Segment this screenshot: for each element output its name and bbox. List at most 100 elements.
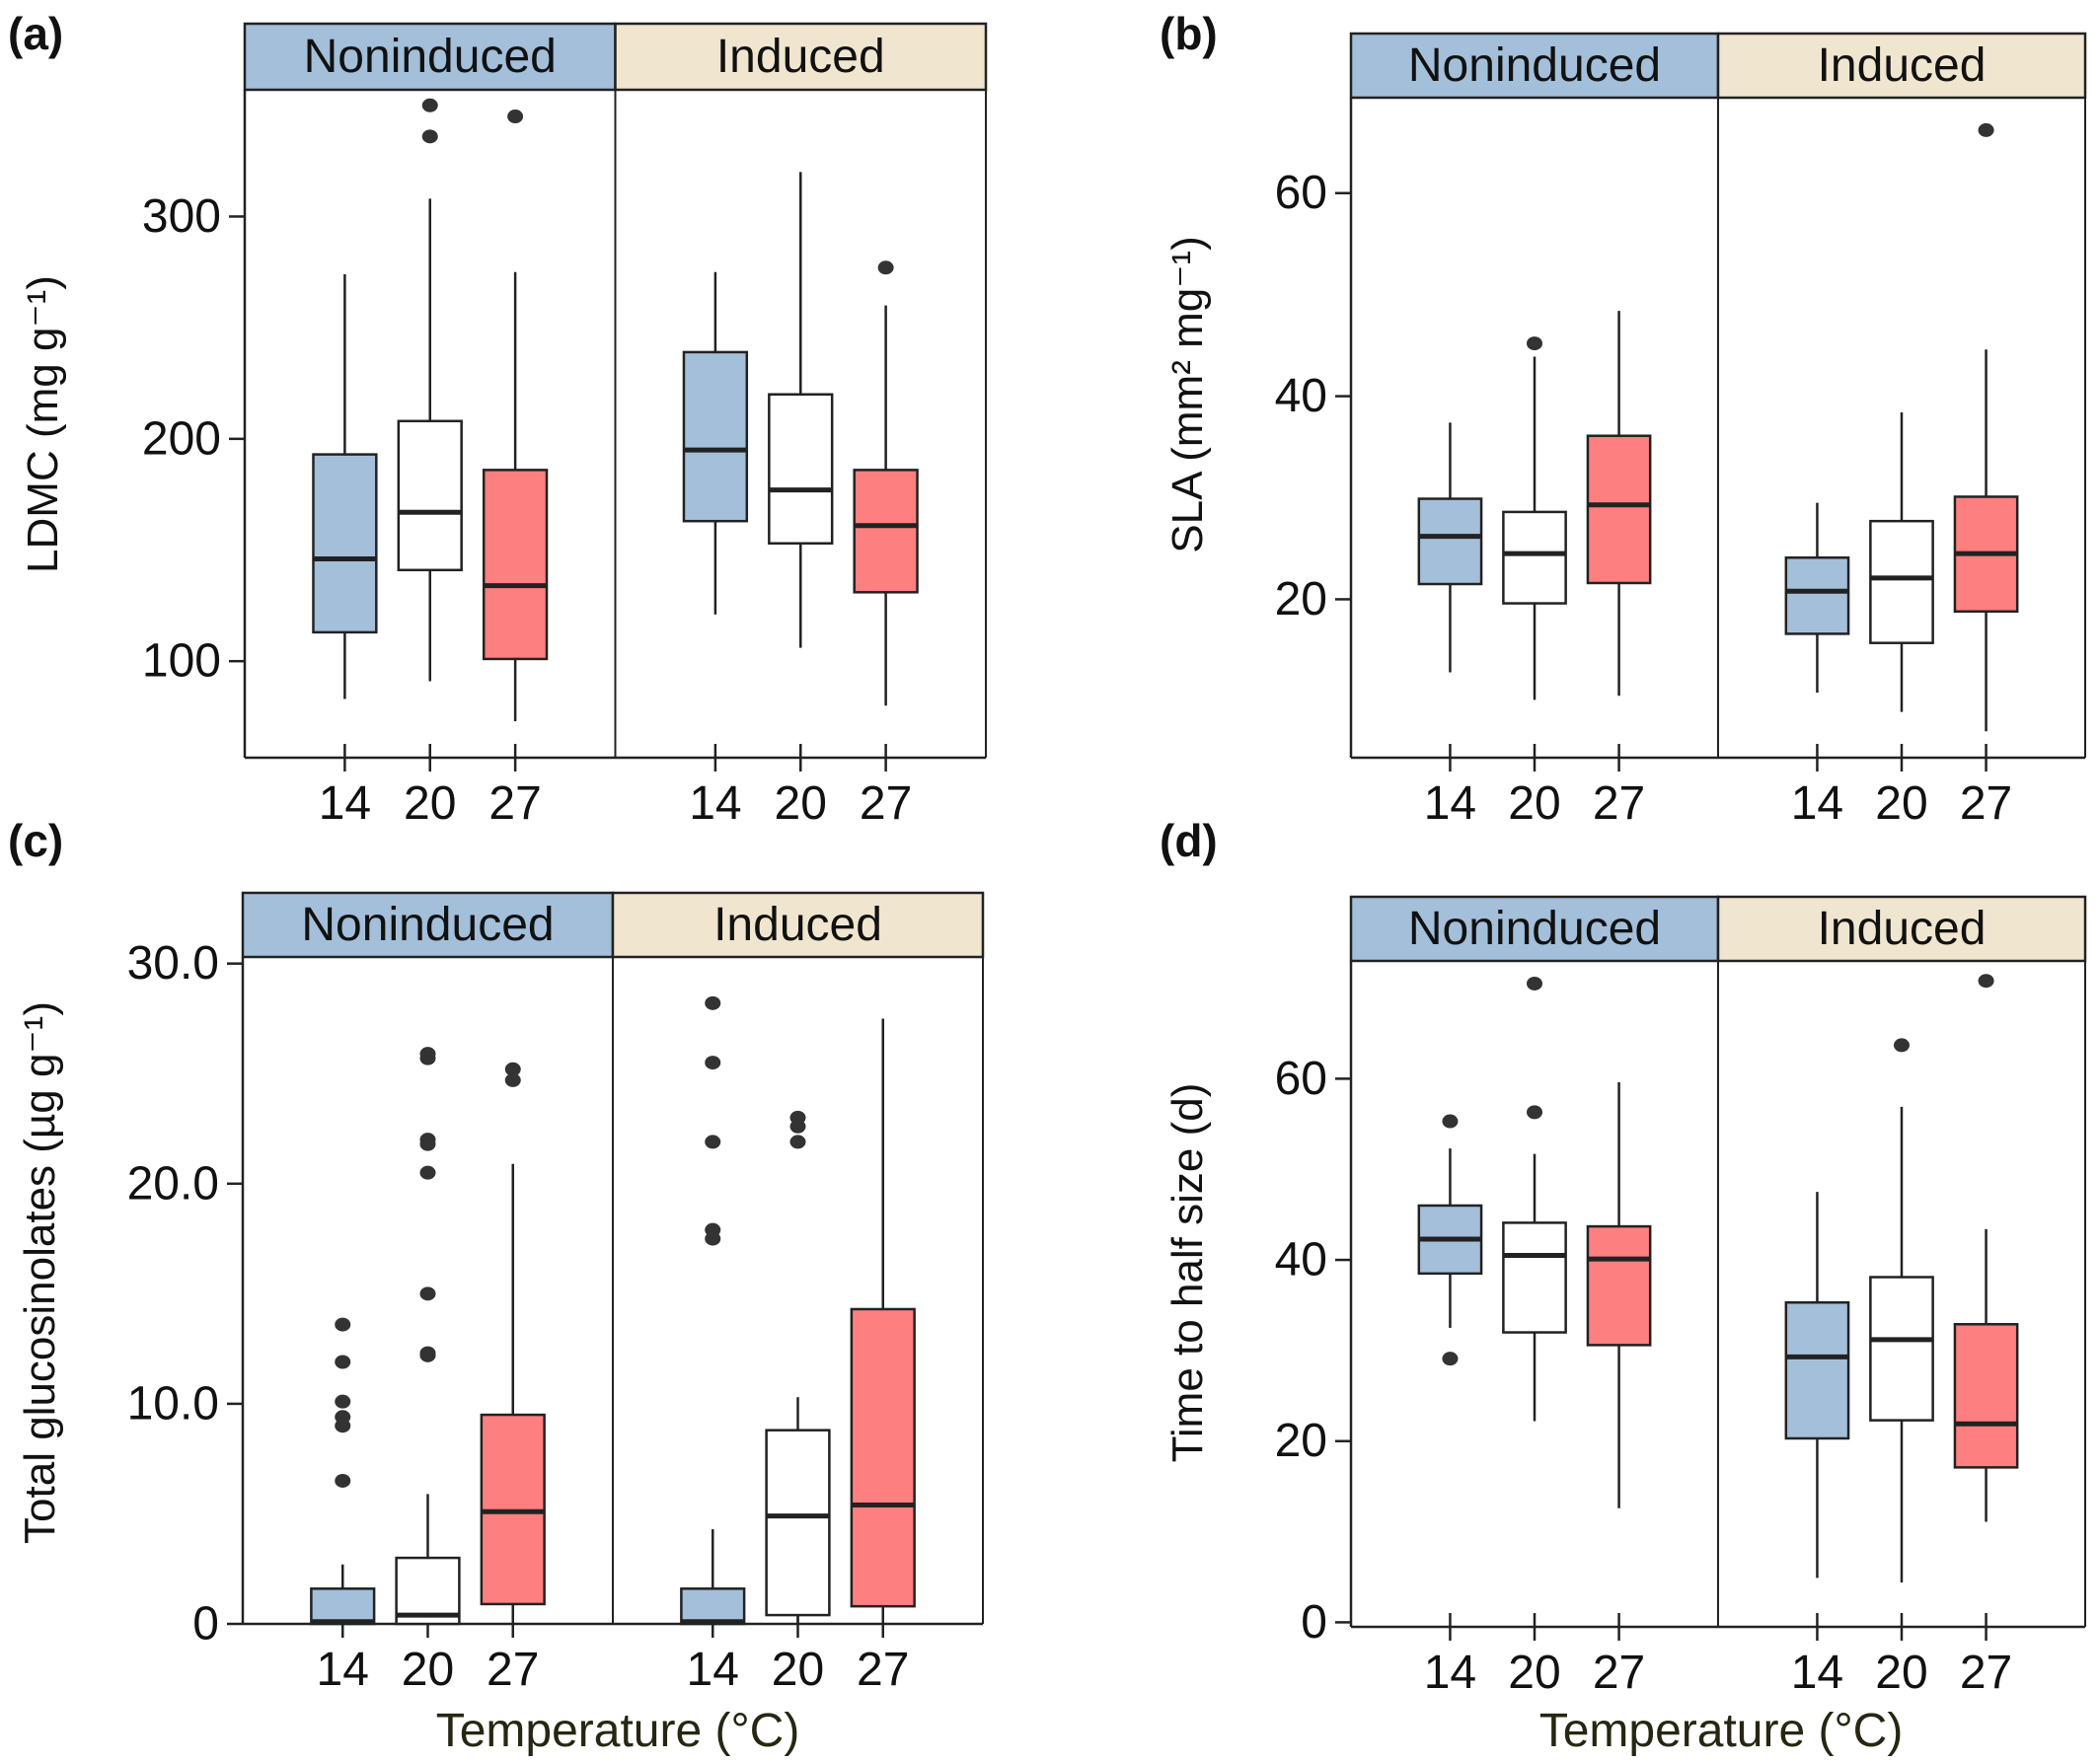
plot-marks — [1335, 895, 2087, 1641]
boxplot-noninduced-20 — [395, 1047, 461, 1626]
outlier-point — [419, 1047, 436, 1062]
box-iqr — [1784, 555, 1850, 635]
boxplot-noninduced-14 — [312, 274, 378, 699]
boxplot-noninduced-27 — [482, 110, 549, 722]
x-tick-label: 14 — [1791, 1647, 1843, 1699]
x-tick-label: 27 — [488, 777, 541, 830]
outlier-point — [335, 1410, 351, 1425]
outlier-point — [335, 1317, 351, 1332]
y-axis-label: LDMC (mg g⁻¹) — [19, 275, 67, 573]
x-tick-label: 14 — [687, 1644, 739, 1696]
outlier-point — [1894, 1038, 1910, 1053]
x-tick-label: 20 — [772, 1644, 824, 1696]
box-iqr — [312, 453, 378, 634]
outlier-point — [705, 1056, 721, 1070]
y-tick-label: 40 — [1275, 1234, 1327, 1286]
outlier-point — [1442, 1352, 1459, 1366]
x-tick-label: 27 — [860, 777, 912, 830]
x-tick-label: 27 — [1593, 1647, 1645, 1699]
outlier-point — [705, 1135, 721, 1149]
outlier-point — [789, 1135, 806, 1149]
y-tick-label: 30.0 — [127, 937, 219, 990]
outlier-point — [705, 1222, 721, 1237]
box-iqr — [1586, 1224, 1652, 1347]
boxplot-induced-27 — [1953, 974, 2019, 1522]
x-tick-label: 14 — [1424, 1647, 1476, 1699]
x-axis-label: Temperature (°C) — [436, 1705, 800, 1757]
outlier-point — [504, 1062, 521, 1076]
boxplot-noninduced-14 — [310, 1317, 376, 1626]
x-tick-label: 27 — [487, 1644, 539, 1696]
y-axis-label: Time to half size (d) — [1163, 1083, 1212, 1463]
box-iqr — [682, 350, 749, 523]
box-iqr — [1784, 1300, 1850, 1440]
boxplot-induced-20 — [765, 1110, 831, 1624]
facet-label-noninduced: Noninduced — [1408, 39, 1661, 92]
panel-letter: (c) — [8, 815, 63, 866]
outlier-point — [421, 129, 438, 144]
outlier-point — [507, 110, 524, 124]
boxplot-induced-14 — [1784, 502, 1850, 694]
boxplot-induced-20 — [1869, 1038, 1934, 1582]
x-tick-label: 20 — [1875, 777, 1927, 830]
box-iqr — [853, 469, 919, 594]
outlier-point — [419, 1133, 436, 1147]
outlier-point — [705, 995, 721, 1010]
boxplot-induced-20 — [1869, 412, 1934, 712]
boxplot-noninduced-14 — [1417, 1114, 1483, 1366]
y-tick-label: 0 — [192, 1598, 219, 1651]
x-tick-label: 27 — [857, 1644, 909, 1696]
boxplot-induced-14 — [682, 271, 749, 615]
outlier-point — [335, 1355, 351, 1369]
box-iqr — [482, 469, 549, 661]
plot-marks — [229, 22, 988, 771]
outlier-point — [419, 1165, 436, 1180]
outlier-point — [1978, 122, 1994, 137]
boxplot-noninduced-27 — [480, 1062, 546, 1624]
outlier-point — [335, 1394, 351, 1409]
boxplot-induced-27 — [853, 260, 919, 706]
facet-label-induced: Induced — [713, 899, 882, 951]
panel-a: (a) LDMC (mg g⁻¹) Noninduced Induced 14 … — [8, 8, 988, 830]
outlier-point — [335, 1473, 351, 1488]
panel-c: (c) Total glucosinolates (µg g⁻¹) Nonind… — [8, 815, 985, 1757]
box-iqr — [1502, 510, 1567, 605]
boxplot-induced-14 — [680, 995, 746, 1626]
facet-strip-induced — [611, 891, 985, 959]
panel-letter: (b) — [1160, 8, 1218, 59]
y-tick-label: 100 — [142, 635, 221, 688]
boxplot-noninduced-14 — [1417, 422, 1483, 673]
x-tick-label: 20 — [1508, 777, 1560, 830]
outlier-point — [1442, 1114, 1459, 1129]
box-iqr — [768, 393, 834, 545]
facet-strip-induced — [614, 22, 988, 92]
x-tick-label: 20 — [1508, 1647, 1560, 1699]
outlier-point — [1527, 1105, 1542, 1120]
facet-label-induced: Induced — [716, 31, 885, 83]
facet-label-induced: Induced — [1818, 39, 1987, 92]
y-tick-label: 200 — [142, 412, 221, 465]
panel-b: (b) SLA (mm² mg⁻¹) Noninduced Induced 14… — [1160, 8, 2087, 830]
facet-label-noninduced: Noninduced — [304, 31, 557, 83]
box-iqr — [1417, 497, 1483, 586]
outlier-point — [421, 98, 438, 112]
facet-strip-induced — [1716, 895, 2087, 963]
outlier-point — [1527, 976, 1542, 991]
outlier-point — [419, 1346, 436, 1360]
outlier-point — [1527, 336, 1542, 351]
outlier-point — [419, 1286, 436, 1301]
x-tick-label: 27 — [1593, 777, 1645, 830]
boxplot-noninduced-20 — [1502, 976, 1567, 1422]
facet-strip-induced — [1716, 32, 2087, 100]
facet-strip-noninduced — [1349, 32, 1720, 100]
x-tick-label: 14 — [1791, 777, 1843, 830]
x-tick-label: 20 — [1875, 1647, 1927, 1699]
panel-letter: (a) — [8, 8, 63, 59]
y-tick-label: 10.0 — [127, 1377, 219, 1430]
outlier-point — [877, 260, 894, 275]
facet-strip-noninduced — [243, 22, 617, 92]
boxplot-noninduced-20 — [1502, 336, 1567, 700]
y-tick-label: 60 — [1275, 1053, 1327, 1105]
x-tick-label: 20 — [775, 777, 827, 830]
